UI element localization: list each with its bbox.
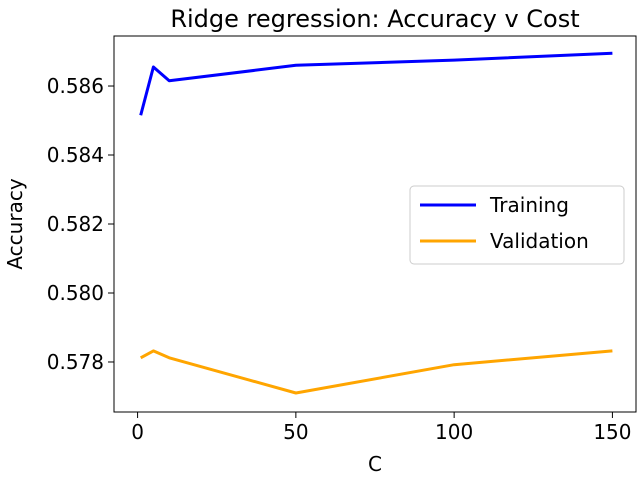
y-tick-label: 0.584 xyxy=(47,143,104,167)
legend: Training Validation xyxy=(409,185,625,265)
y-tick-label: 0.586 xyxy=(47,74,104,98)
y-tick-label: 0.582 xyxy=(47,212,104,236)
y-axis-label: Accuracy xyxy=(3,178,27,269)
series-line-training xyxy=(139,51,613,116)
x-tick-label: 150 xyxy=(593,420,631,444)
x-tick-label: 0 xyxy=(131,420,144,444)
legend-label-training: Training xyxy=(489,193,569,217)
x-axis-label: C xyxy=(368,452,382,476)
y-tick-label: 0.580 xyxy=(47,281,104,305)
y-tick-label: 0.578 xyxy=(47,350,104,374)
x-tick-label: 50 xyxy=(283,420,308,444)
series-layer xyxy=(139,51,613,395)
series-line-validation xyxy=(139,349,613,395)
axis-ticks: 0 50 100 150 0.578 0.580 0.582 0.584 0.586 xyxy=(47,74,632,444)
chart-title: Ridge regression: Accuracy v Cost xyxy=(170,5,579,33)
x-tick-label: 100 xyxy=(435,420,473,444)
legend-label-validation: Validation xyxy=(490,229,589,253)
